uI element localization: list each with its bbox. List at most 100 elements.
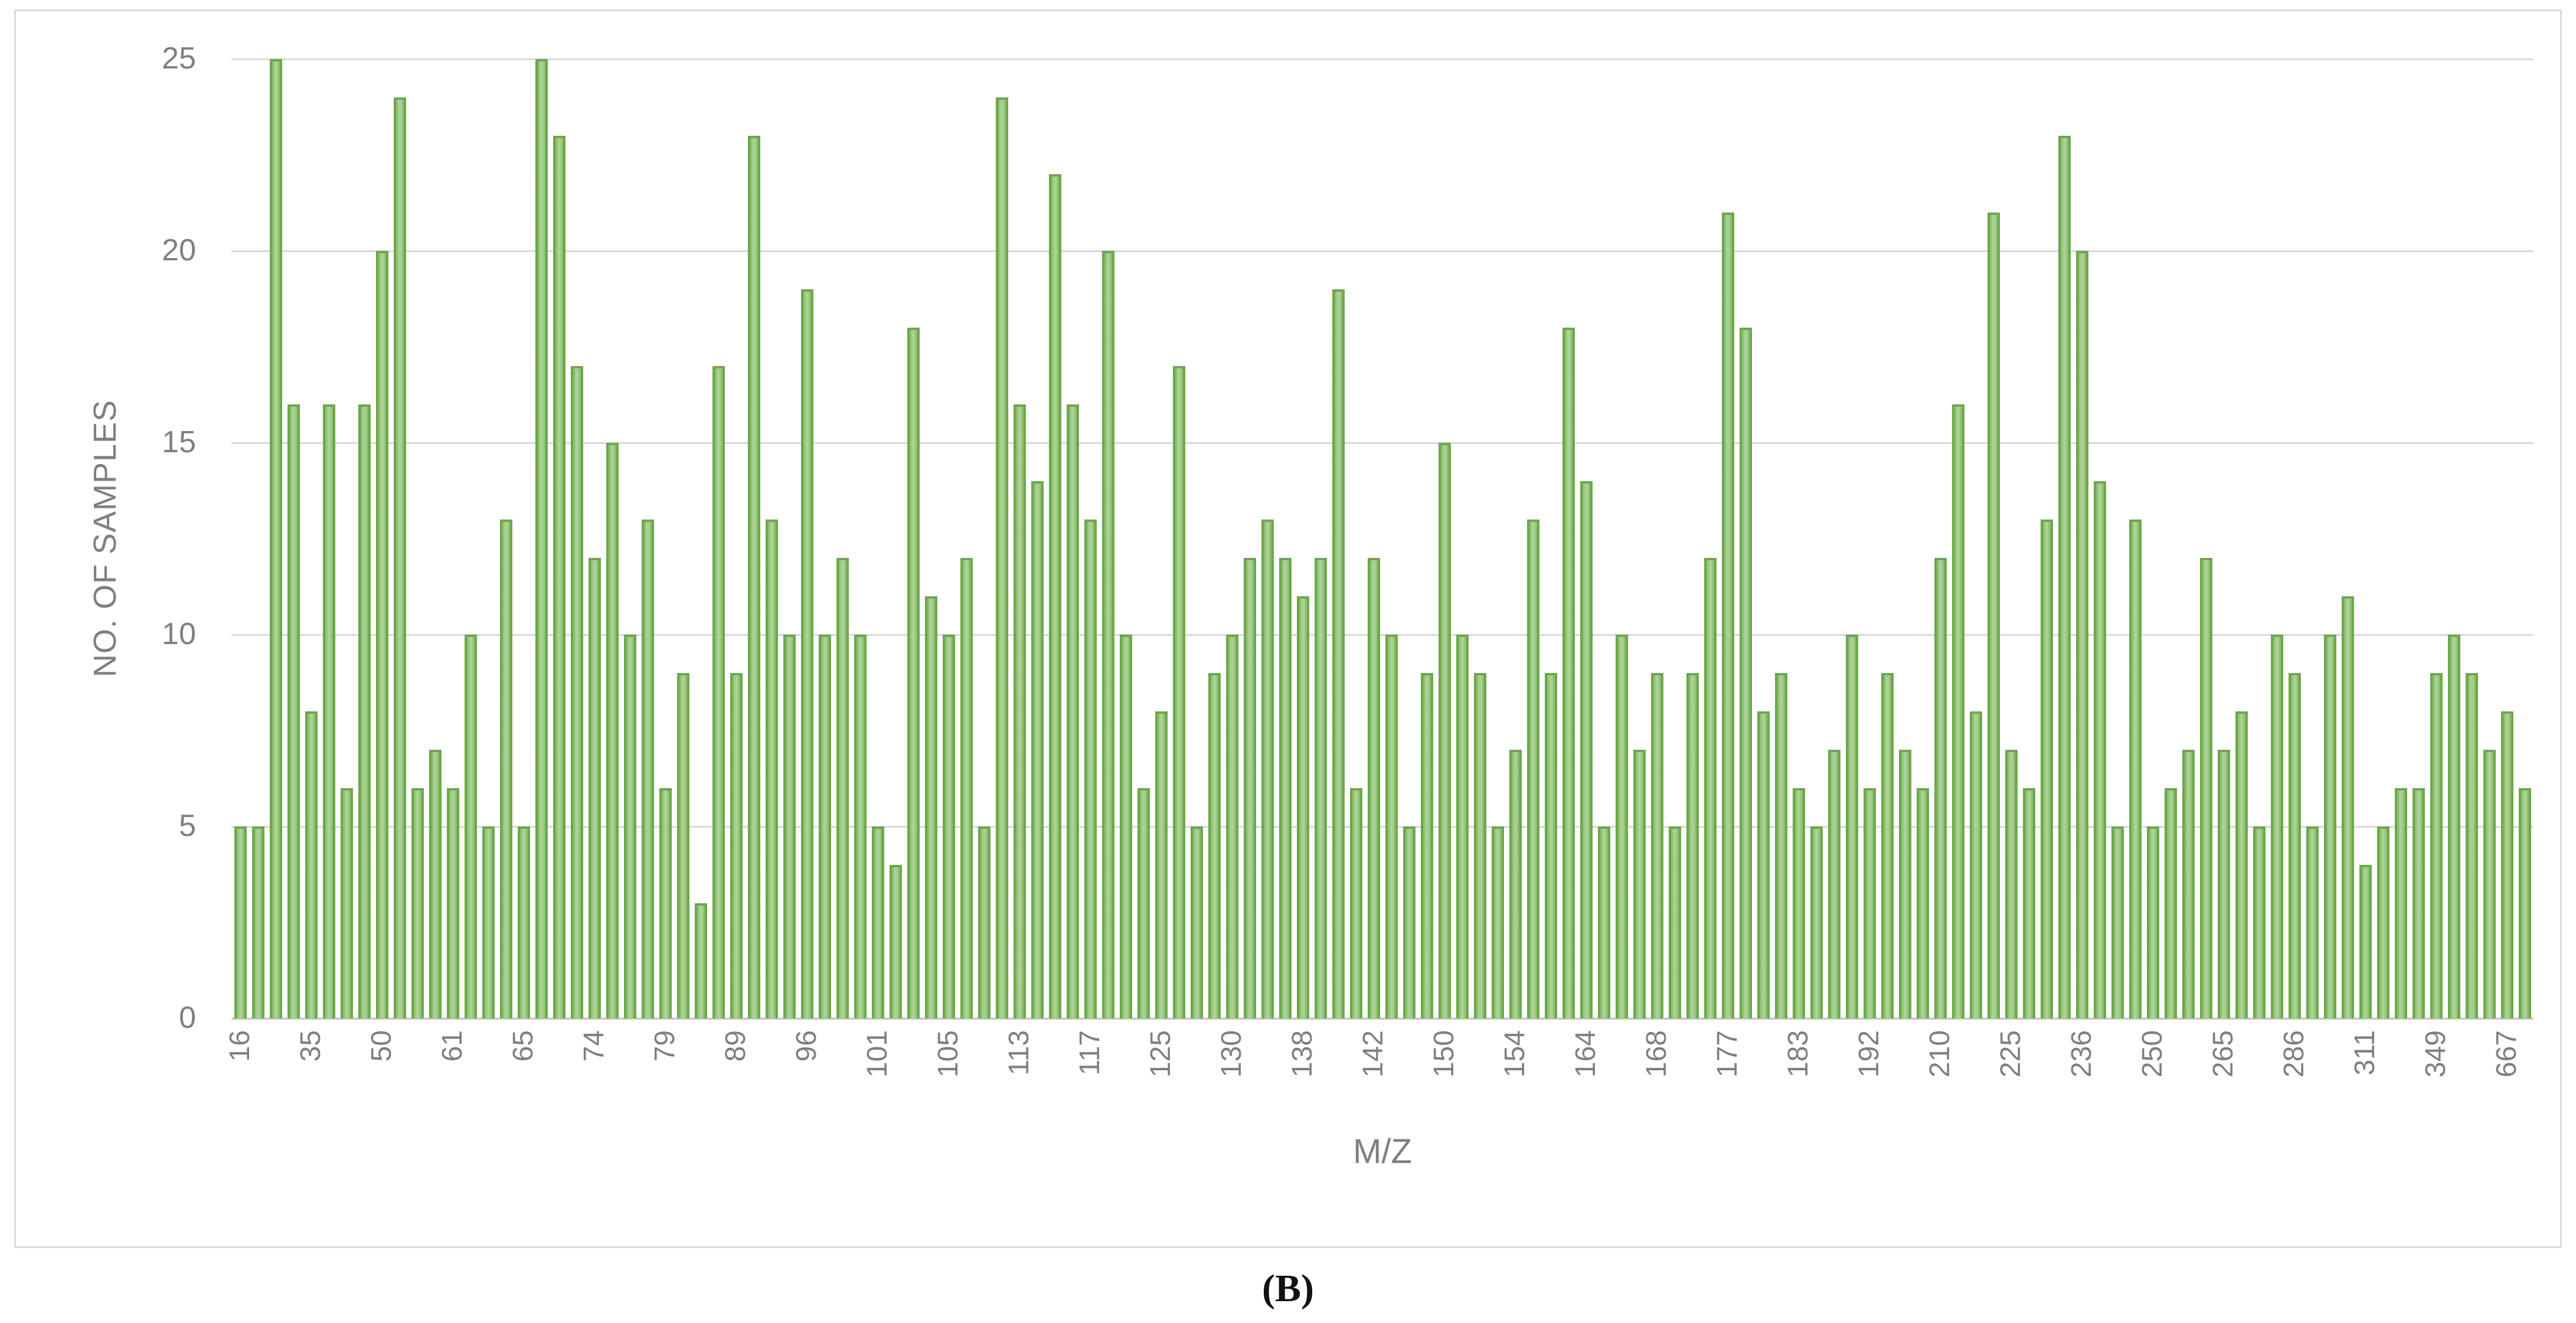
bar xyxy=(1190,827,1203,1018)
bar xyxy=(1137,788,1150,1018)
bar xyxy=(411,788,424,1018)
bar xyxy=(1367,558,1380,1018)
x-tick-label-168: 168 xyxy=(1641,1030,1672,1078)
bar xyxy=(1473,673,1486,1018)
bar xyxy=(570,366,583,1018)
bar xyxy=(1509,750,1522,1018)
bar xyxy=(2376,827,2389,1018)
bar xyxy=(1650,673,1663,1018)
gridline-y25 xyxy=(231,58,2533,60)
bar xyxy=(907,328,920,1018)
bar xyxy=(1721,213,1734,1018)
y-tick-label-10: 10 xyxy=(162,617,196,651)
bar xyxy=(978,827,990,1018)
gridline-y10 xyxy=(231,634,2533,636)
bar xyxy=(482,827,495,1018)
bar xyxy=(1279,558,1292,1018)
bar xyxy=(2146,827,2159,1018)
bar xyxy=(1456,635,1469,1018)
bar xyxy=(340,788,353,1018)
x-tick-label-192: 192 xyxy=(1853,1030,1885,1078)
bar xyxy=(818,635,831,1018)
bar xyxy=(1031,481,1044,1018)
bar xyxy=(960,558,973,1018)
bar xyxy=(287,404,300,1018)
bar xyxy=(499,520,512,1018)
bar xyxy=(2430,673,2443,1018)
bar xyxy=(1172,366,1185,1018)
bar xyxy=(2217,750,2230,1018)
x-tick-label-101: 101 xyxy=(862,1030,893,1078)
x-tick-label-16: 16 xyxy=(224,1030,256,1062)
x-tick-label-164: 164 xyxy=(1570,1030,1601,1078)
bar xyxy=(2465,673,2478,1018)
x-tick-label-265: 265 xyxy=(2208,1030,2239,1078)
x-tick-label-667: 667 xyxy=(2491,1030,2522,1078)
x-tick-label-138: 138 xyxy=(1287,1030,1318,1078)
bar xyxy=(1615,635,1628,1018)
gridline-y20 xyxy=(231,250,2533,252)
bar xyxy=(1403,827,1416,1018)
bar xyxy=(1757,711,1770,1018)
bar xyxy=(269,59,282,1018)
x-tick-label-117: 117 xyxy=(1074,1030,1106,1076)
bar xyxy=(1898,750,1911,1018)
bar xyxy=(1420,673,1433,1018)
bar xyxy=(375,251,388,1018)
x-tick-label-113: 113 xyxy=(1003,1030,1035,1076)
bar xyxy=(1562,328,1575,1018)
bar xyxy=(1597,827,1610,1018)
bar xyxy=(1208,673,1221,1018)
bar xyxy=(1686,673,1699,1018)
x-tick-label-142: 142 xyxy=(1358,1030,1389,1078)
bar xyxy=(2005,750,2018,1018)
bar xyxy=(535,59,548,1018)
bar xyxy=(1828,750,1841,1018)
bar xyxy=(659,788,672,1018)
bar xyxy=(2341,596,2354,1018)
bar xyxy=(1491,827,1504,1018)
x-tick-label-311: 311 xyxy=(2349,1030,2381,1076)
y-axis-title: NO. OF SAMPLES xyxy=(87,399,123,678)
bar xyxy=(2359,865,2372,1018)
x-tick-label-154: 154 xyxy=(1499,1030,1531,1078)
bar xyxy=(1792,788,1805,1018)
bar xyxy=(2483,750,2496,1018)
bar xyxy=(2288,673,2301,1018)
y-tick-label-15: 15 xyxy=(162,425,196,459)
figure-caption: (B) xyxy=(1262,1267,1314,1310)
bar xyxy=(1119,635,1132,1018)
bar xyxy=(641,520,654,1018)
bar xyxy=(1951,404,1964,1018)
bar xyxy=(783,635,796,1018)
x-tick-label-177: 177 xyxy=(1712,1030,1743,1078)
bar xyxy=(1084,520,1097,1018)
bar xyxy=(606,443,619,1018)
bar xyxy=(2270,635,2283,1018)
bar xyxy=(712,366,725,1018)
bar xyxy=(765,520,778,1018)
bar xyxy=(2199,558,2212,1018)
x-tick-label-236: 236 xyxy=(2066,1030,2097,1078)
bar xyxy=(1704,558,1717,1018)
x-axis-line xyxy=(231,1018,2533,1020)
y-tick-label-5: 5 xyxy=(179,809,196,843)
x-tick-label-183: 183 xyxy=(1783,1030,1814,1078)
x-tick-label-130: 130 xyxy=(1216,1030,1247,1078)
bar xyxy=(2182,750,2195,1018)
x-tick-label-89: 89 xyxy=(720,1030,751,1062)
x-tick-label-349: 349 xyxy=(2420,1030,2451,1078)
bar xyxy=(1668,827,1681,1018)
bar xyxy=(1987,213,2000,1018)
bar xyxy=(553,136,565,1018)
x-tick-label-225: 225 xyxy=(1995,1030,2026,1078)
bar xyxy=(2306,827,2319,1018)
bar xyxy=(1243,558,1256,1018)
bar xyxy=(2412,788,2425,1018)
bar xyxy=(854,635,867,1018)
bar xyxy=(2253,827,2266,1018)
bar xyxy=(1916,788,1929,1018)
bar xyxy=(1332,289,1345,1018)
x-tick-label-125: 125 xyxy=(1145,1030,1176,1078)
bar xyxy=(1048,174,1061,1018)
